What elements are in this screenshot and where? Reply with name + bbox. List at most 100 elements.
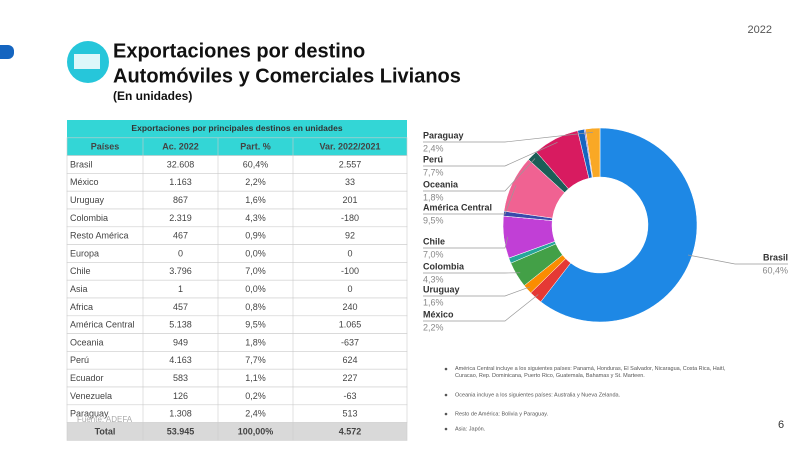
bullet	[444, 412, 448, 416]
leader-line	[423, 141, 558, 167]
row-cell: 1,1%	[245, 373, 266, 383]
row-cell: 60,4%	[243, 159, 269, 169]
notes: América Central incluye a los siguientes…	[444, 366, 726, 432]
row-cell: 7,7%	[245, 355, 266, 365]
row-cell: -180	[341, 213, 359, 223]
note: América Central incluye a los siguientes…	[455, 366, 726, 379]
slice-label: Colombia	[423, 261, 465, 271]
leader-line	[687, 254, 788, 265]
source: Fuente: ADEFA	[77, 415, 133, 424]
row-cell: Paraguay	[70, 409, 109, 419]
icon-truck	[74, 54, 100, 69]
slice-value: 9,5%	[423, 215, 444, 225]
row-cell: 624	[342, 355, 357, 365]
header-cell: Países	[91, 142, 120, 152]
row-cell: Ecuador	[70, 373, 104, 383]
row-cell: 240	[342, 302, 357, 312]
slice-label: Paraguay	[423, 130, 464, 140]
note-line: América Central incluye a los siguientes…	[455, 366, 726, 372]
table: Exportaciones por principales destinos e…	[66, 120, 408, 441]
row-cell: 1,6%	[245, 195, 266, 205]
slice-value: 7,7%	[423, 167, 444, 177]
row-cell: Africa	[70, 302, 93, 312]
slice-label: México	[423, 309, 454, 319]
slice-value: 2,4%	[423, 143, 444, 153]
row-cell: Colombia	[70, 213, 108, 223]
row-cell: 1.065	[339, 320, 362, 330]
row-cell: 0,0%	[245, 284, 266, 294]
leader-line	[423, 185, 517, 215]
row-cell: Oceania	[70, 337, 104, 347]
row-cell: 227	[342, 373, 357, 383]
slice-value: 1,8%	[423, 192, 444, 202]
note-line: Curacao, Rep. Dominicana, Puerto Rico, G…	[455, 373, 645, 379]
header-cell: Ac. 2022	[162, 142, 199, 152]
bullet	[444, 367, 448, 371]
row-cell: 1.308	[169, 409, 192, 419]
slice	[585, 127, 601, 178]
total-cell: 4.572	[339, 426, 362, 436]
row-cell: 0,9%	[245, 231, 266, 241]
slice-label: Oceania	[423, 179, 459, 189]
slice-value: 60,4%	[762, 265, 788, 275]
row-cell: Venezuela	[70, 391, 112, 401]
row-cell: Uruguay	[70, 195, 105, 205]
row-cell: -100	[341, 266, 359, 276]
row-cell: Brasil	[70, 159, 93, 169]
row-cell: -637	[341, 337, 359, 347]
row-cell: 867	[173, 195, 188, 205]
total-bg	[66, 422, 408, 441]
row-cell: Perú	[70, 355, 89, 365]
table-title-bg	[67, 120, 407, 138]
row-cell: 4.163	[169, 355, 192, 365]
row-cell: 949	[173, 337, 188, 347]
row-cell: 467	[173, 231, 188, 241]
total-cell: 53.945	[167, 426, 195, 436]
row-cell: 0	[347, 248, 352, 258]
title-line1: Exportaciones por destino	[113, 40, 365, 62]
leader-line	[423, 158, 536, 192]
title-line2: Automóviles y Comerciales Livianos	[113, 65, 461, 87]
leader-line	[423, 286, 531, 297]
row-cell: 2.319	[169, 213, 192, 223]
note: Oceania incluye a los siguientes países:…	[455, 392, 621, 398]
slice-label: Chile	[423, 236, 445, 246]
row-cell: 457	[173, 302, 188, 312]
donut-chart: Brasil 60,4% México 2,2% Uruguay 1,6% Colombia…	[423, 127, 788, 332]
page-number: 6	[778, 419, 784, 431]
row-cell: 201	[342, 195, 357, 205]
row-cell: Asia	[70, 284, 88, 294]
row-cell: 2,4%	[245, 409, 266, 419]
row-cell: México	[70, 177, 99, 187]
side-tab	[0, 45, 14, 59]
row-cell: 1	[178, 284, 183, 294]
slice-value: 7,0%	[423, 249, 444, 259]
row-bg	[66, 173, 408, 192]
row-cell: 0	[178, 248, 183, 258]
total-cell: 100,00%	[238, 426, 274, 436]
total-cell: Total	[95, 426, 116, 436]
row-cell: 0,2%	[245, 391, 266, 401]
row-bg	[66, 244, 408, 263]
leader-line	[423, 236, 509, 249]
row-cell: 7,0%	[245, 266, 266, 276]
header-cell: Var. 2022/2021	[319, 142, 380, 152]
note: Asia: Japón.	[455, 426, 486, 432]
row-cell: 0,0%	[245, 248, 266, 258]
row-cell: 513	[342, 409, 357, 419]
row-cell: -63	[343, 391, 356, 401]
slice	[540, 127, 698, 323]
row-cell: 0	[347, 284, 352, 294]
row-cell: 2,2%	[245, 177, 266, 187]
row-cell: 3.796	[169, 266, 192, 276]
slice-label: Brasil	[763, 252, 788, 262]
row-cell: 1.163	[169, 177, 192, 187]
row-cell: 33	[345, 177, 355, 187]
row-cell: 126	[173, 391, 188, 401]
leader-line	[423, 131, 594, 143]
subtitle: (En unidades)	[113, 89, 192, 103]
slice-value: 1,6%	[423, 297, 444, 307]
row-cell: 583	[173, 373, 188, 383]
row-bg	[66, 279, 408, 299]
